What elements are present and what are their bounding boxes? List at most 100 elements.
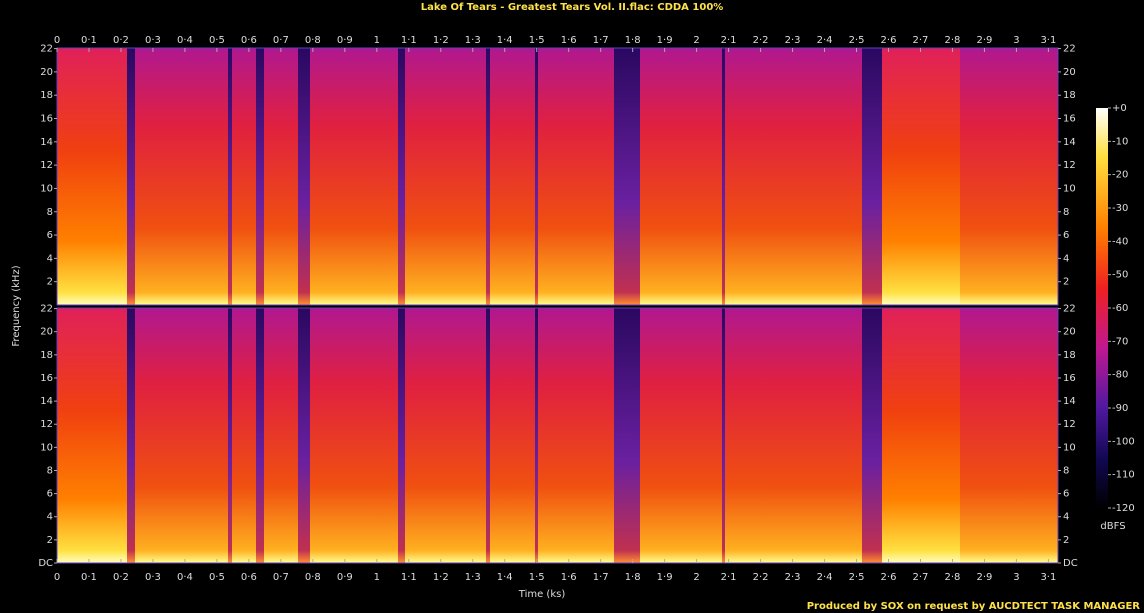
x-tick-label: 0·6 bbox=[241, 572, 257, 583]
spectrogram-band bbox=[725, 48, 862, 305]
x-tick-label: 1·9 bbox=[657, 35, 673, 46]
x-tick-label: 2·4 bbox=[817, 572, 833, 583]
x-tick-label: 0·1 bbox=[81, 35, 97, 46]
x-tick-label: 1·2 bbox=[433, 35, 449, 46]
colorbar-tick-label: -30 bbox=[1112, 203, 1128, 214]
x-tick-label: 2·6 bbox=[881, 572, 897, 583]
spectrogram-band bbox=[405, 308, 486, 563]
x-tick-label: 3 bbox=[1013, 572, 1019, 583]
x-tick-label: 2·7 bbox=[913, 35, 929, 46]
colorbar-tick-label: -20 bbox=[1112, 170, 1128, 181]
spectrogram-band bbox=[228, 308, 232, 563]
y-tick-label: 14 bbox=[40, 137, 53, 148]
y-tick-label: 18 bbox=[1063, 350, 1076, 361]
x-tick-label: 0·8 bbox=[305, 35, 321, 46]
spectrogram-band bbox=[57, 308, 127, 563]
x-tick-label: 0·7 bbox=[273, 35, 289, 46]
y-tick-label: 10 bbox=[40, 442, 53, 453]
y-tick-label: 22 bbox=[1063, 304, 1076, 315]
x-tick-label: 3·1 bbox=[1040, 35, 1056, 46]
colorbar-tick-label: -100 bbox=[1112, 436, 1135, 447]
x-tick-label: 3 bbox=[1013, 35, 1019, 46]
x-tick-label: 1·6 bbox=[561, 572, 577, 583]
spectrogram-band bbox=[228, 48, 232, 305]
y-tick-label: 10 bbox=[1063, 183, 1076, 194]
x-tick-label: 2·3 bbox=[785, 35, 801, 46]
y-tick-label: 18 bbox=[40, 350, 53, 361]
spectrogram-band bbox=[256, 308, 264, 563]
spectrogram-band bbox=[256, 48, 264, 305]
y-tick-label: 10 bbox=[1063, 442, 1076, 453]
x-tick-label: 1·8 bbox=[625, 572, 641, 583]
x-tick-label: 3·1 bbox=[1040, 572, 1056, 583]
colorbar bbox=[1096, 108, 1108, 508]
x-tick-label: 2·5 bbox=[849, 35, 865, 46]
y-tick-label: DC bbox=[1063, 558, 1078, 569]
x-tick-label: 0·2 bbox=[113, 35, 129, 46]
colorbar-tick-label: -10 bbox=[1112, 136, 1128, 147]
y-tick-label: 22 bbox=[1063, 44, 1076, 55]
y-tick-label: 14 bbox=[1063, 396, 1076, 407]
x-tick-label: 0·7 bbox=[273, 572, 289, 583]
x-tick-label: 2·8 bbox=[945, 572, 961, 583]
colorbar-label: dBFS bbox=[1100, 521, 1125, 532]
spectrogram-band bbox=[405, 48, 486, 305]
spectrogram-band bbox=[57, 48, 127, 305]
x-tick-label: 0·3 bbox=[145, 572, 161, 583]
spectrogram-band bbox=[490, 308, 535, 563]
x-tick-label: 0·2 bbox=[113, 572, 129, 583]
spectrogram-band bbox=[264, 48, 298, 305]
spectrogram-band bbox=[538, 308, 614, 563]
colorbar-tick-label: -80 bbox=[1112, 370, 1128, 381]
spectrogram-band bbox=[862, 48, 882, 305]
x-tick-label: 0·1 bbox=[81, 572, 97, 583]
y-tick-label: 2 bbox=[47, 535, 53, 546]
x-tick-label: 0·5 bbox=[209, 572, 225, 583]
y-tick-label: 20 bbox=[40, 67, 53, 78]
y-tick-label: 6 bbox=[47, 489, 53, 500]
x-tick-label: 1·4 bbox=[497, 572, 513, 583]
x-tick-label: 1·6 bbox=[561, 35, 577, 46]
spectrogram-band bbox=[882, 308, 960, 563]
x-tick-label: 2·5 bbox=[849, 572, 865, 583]
spectrogram-band bbox=[640, 308, 722, 563]
y-tick-label: 4 bbox=[1063, 253, 1069, 264]
spectrogram-band bbox=[725, 308, 862, 563]
x-tick-label: 2·6 bbox=[881, 35, 897, 46]
spectrogram-band bbox=[486, 48, 490, 305]
y-tick-label: 2 bbox=[47, 277, 53, 288]
spectrogram-band bbox=[535, 308, 538, 563]
y-tick-label: 22 bbox=[40, 304, 53, 315]
colorbar-tick-label: -40 bbox=[1112, 236, 1128, 247]
x-tick-label: 0·6 bbox=[241, 35, 257, 46]
y-tick-label: 18 bbox=[1063, 90, 1076, 101]
x-tick-label: 2·9 bbox=[976, 35, 992, 46]
footer: Produced by SOX on request by AUCDTECT T… bbox=[807, 601, 1141, 612]
x-tick-label: 1·5 bbox=[529, 572, 545, 583]
spectrogram-band bbox=[127, 308, 135, 563]
y-tick-label: 8 bbox=[47, 207, 53, 218]
y-tick-label: 18 bbox=[40, 90, 53, 101]
spectrogram-band bbox=[960, 48, 1058, 305]
x-tick-label: 2·2 bbox=[753, 35, 769, 46]
x-tick-label: 0·4 bbox=[177, 572, 193, 583]
spectrogram-band bbox=[486, 308, 490, 563]
spectrogram-band bbox=[398, 48, 405, 305]
x-tick-label: 1·7 bbox=[593, 35, 609, 46]
x-tick-label: 0·8 bbox=[305, 572, 321, 583]
y-tick-label: DC bbox=[38, 558, 53, 569]
x-tick-label: 0·9 bbox=[337, 572, 353, 583]
spectrogram-band bbox=[232, 48, 256, 305]
y-tick-label: 22 bbox=[40, 44, 53, 55]
chart-title: Lake Of Tears - Greatest Tears Vol. II.f… bbox=[421, 2, 724, 13]
y-tick-label: 2 bbox=[1063, 277, 1069, 288]
y-tick-label: 6 bbox=[47, 230, 53, 241]
x-tick-label: 2·7 bbox=[913, 572, 929, 583]
colorbar-tick-label: -60 bbox=[1112, 303, 1128, 314]
y-axis-label: Frequency (kHz) bbox=[11, 265, 22, 346]
x-tick-label: 1·7 bbox=[593, 572, 609, 583]
spectrogram-band bbox=[310, 308, 398, 563]
y-tick-label: 4 bbox=[47, 512, 53, 523]
y-tick-label: 14 bbox=[40, 396, 53, 407]
plot-frame bbox=[56, 307, 1059, 564]
